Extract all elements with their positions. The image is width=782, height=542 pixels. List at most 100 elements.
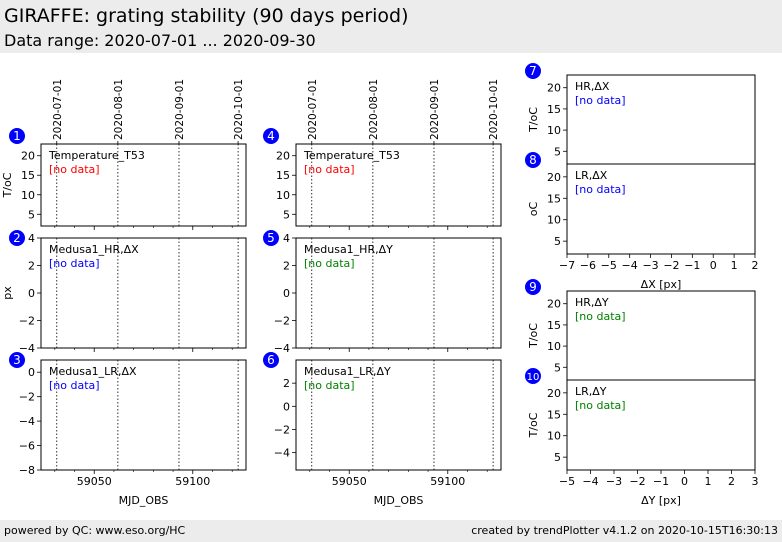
panel-number: 10 bbox=[527, 372, 540, 383]
y-tick-label: 5 bbox=[28, 208, 35, 221]
y-tick-label: 0 bbox=[28, 287, 35, 300]
panel-label: Medusa1_LR,ΔX bbox=[49, 365, 137, 378]
panel-number: 5 bbox=[267, 231, 275, 245]
x-tick-label: −1 bbox=[653, 475, 669, 488]
no-data-label: [no data] bbox=[304, 163, 355, 176]
date-label: 2020-08-01 bbox=[113, 79, 125, 140]
y-axis-label: T/oC bbox=[1, 172, 14, 198]
panel-number-badge bbox=[525, 368, 541, 384]
date-label: 2020-09-01 bbox=[429, 79, 441, 140]
panel-number-badge bbox=[263, 128, 279, 144]
panel-label: Medusa1_LR,ΔY bbox=[304, 365, 391, 378]
y-tick-label: 10 bbox=[21, 189, 35, 202]
x-axis-label: MJD_OBS bbox=[374, 494, 424, 507]
y-tick-label: 4 bbox=[283, 232, 290, 245]
panel-label: HR,ΔY bbox=[575, 296, 609, 309]
y-tick-label: 5 bbox=[554, 235, 561, 248]
panel-label: LR,ΔY bbox=[575, 385, 607, 398]
x-tick-label: 59050 bbox=[332, 475, 367, 488]
x-tick-label: 0 bbox=[681, 475, 688, 488]
y-tick-label: 15 bbox=[547, 319, 561, 332]
panel-number: 4 bbox=[267, 129, 275, 143]
y-tick-label: 0 bbox=[28, 366, 35, 379]
y-tick-label: 2 bbox=[283, 260, 290, 273]
x-tick-label: −2 bbox=[629, 475, 645, 488]
x-tick-label: 2 bbox=[752, 259, 759, 272]
panel-label: Medusa1_HR,ΔY bbox=[304, 243, 393, 256]
y-tick-label: −4 bbox=[19, 342, 35, 355]
no-data-label: [no data] bbox=[304, 257, 355, 270]
date-label: 2020-07-01 bbox=[307, 79, 319, 140]
x-tick-label: −4 bbox=[622, 259, 638, 272]
plot-frame-3 bbox=[40, 359, 247, 471]
x-tick-label: −7 bbox=[559, 259, 575, 272]
y-tick-label: −2 bbox=[19, 391, 35, 404]
x-tick-label: 1 bbox=[705, 475, 712, 488]
panel-label: Temperature_T53 bbox=[48, 149, 145, 162]
x-axis-label: ΔY [px] bbox=[641, 494, 681, 507]
y-tick-label: −8 bbox=[19, 464, 35, 477]
y-tick-label: 15 bbox=[547, 408, 561, 421]
x-tick-label: −6 bbox=[580, 259, 596, 272]
no-data-label: [no data] bbox=[49, 257, 100, 270]
plot-frame-1 bbox=[40, 143, 247, 227]
date-label: 2020-07-01 bbox=[52, 79, 64, 140]
panel-number: 8 bbox=[529, 153, 537, 167]
panel-number: 6 bbox=[267, 353, 275, 367]
y-tick-label: 20 bbox=[21, 150, 35, 163]
y-tick-label: 0 bbox=[283, 400, 290, 413]
y-tick-label: 10 bbox=[547, 430, 561, 443]
y-tick-label: 20 bbox=[276, 150, 290, 163]
y-tick-label: 2 bbox=[283, 377, 290, 390]
panel-number-badge bbox=[9, 128, 25, 144]
x-tick-label: −2 bbox=[663, 259, 679, 272]
y-tick-label: 10 bbox=[547, 340, 561, 353]
no-data-label: [no data] bbox=[49, 379, 100, 392]
y-tick-label: −2 bbox=[274, 423, 290, 436]
panel-number: 2 bbox=[13, 231, 21, 245]
x-tick-label: 1 bbox=[731, 259, 738, 272]
x-tick-label: −3 bbox=[606, 475, 622, 488]
x-tick-label: −3 bbox=[642, 259, 658, 272]
plot-frame-8 bbox=[566, 163, 756, 255]
y-tick-label: 10 bbox=[276, 189, 290, 202]
x-tick-label: 3 bbox=[752, 475, 759, 488]
y-tick-label: 10 bbox=[547, 214, 561, 227]
panel-number: 1 bbox=[13, 129, 21, 143]
y-tick-label: 15 bbox=[21, 169, 35, 182]
date-label: 2020-10-01 bbox=[233, 79, 245, 140]
y-axis-label: T/oC bbox=[527, 323, 540, 349]
y-axis-label: oC bbox=[527, 201, 540, 216]
footer-credit: powered by QC: www.eso.org/HC bbox=[4, 524, 186, 537]
x-tick-label: 59050 bbox=[77, 475, 112, 488]
panel-label: HR,ΔX bbox=[575, 80, 610, 93]
no-data-label: [no data] bbox=[575, 310, 626, 323]
panel-number-badge bbox=[263, 352, 279, 368]
x-tick-label: 2 bbox=[728, 475, 735, 488]
panel-number: 9 bbox=[529, 280, 537, 294]
y-tick-label: 15 bbox=[547, 103, 561, 116]
y-tick-label: 20 bbox=[547, 387, 561, 400]
y-tick-label: 15 bbox=[547, 192, 561, 205]
page-title: GIRAFFE: grating stability (90 days peri… bbox=[4, 5, 409, 27]
x-axis-label: MJD_OBS bbox=[119, 494, 169, 507]
panel-number-badge bbox=[263, 230, 279, 246]
y-tick-label: 20 bbox=[547, 171, 561, 184]
no-data-label: [no data] bbox=[575, 183, 626, 196]
y-tick-label: −4 bbox=[274, 342, 290, 355]
panel-number: 7 bbox=[529, 64, 537, 78]
y-tick-label: 0 bbox=[283, 287, 290, 300]
x-tick-label: −4 bbox=[582, 475, 598, 488]
footer-created: created by trendPlotter v4.1.2 on 2020-1… bbox=[471, 524, 778, 537]
panel-number-badge bbox=[525, 279, 541, 295]
y-tick-label: 20 bbox=[547, 82, 561, 95]
x-axis-label: ΔX [px] bbox=[641, 278, 682, 291]
panel-label: Temperature_T53 bbox=[303, 149, 400, 162]
plot-frame-6 bbox=[295, 359, 502, 471]
panel-number: 3 bbox=[13, 353, 21, 367]
no-data-label: [no data] bbox=[304, 379, 355, 392]
y-tick-label: 2 bbox=[28, 260, 35, 273]
y-tick-label: 10 bbox=[547, 124, 561, 137]
panel-number-badge bbox=[9, 230, 25, 246]
y-tick-label: 20 bbox=[547, 298, 561, 311]
